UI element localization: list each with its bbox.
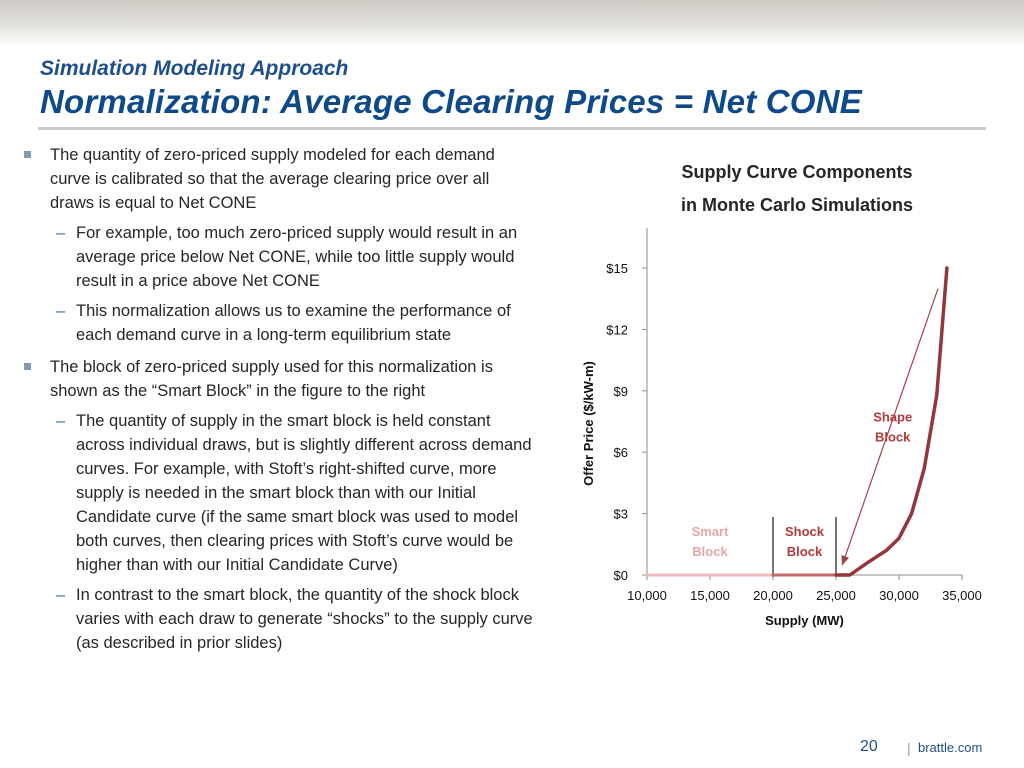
annotation-label: Block — [692, 544, 728, 559]
dash-bullet-icon: – — [56, 224, 66, 242]
x-tick-label: 25,000 — [816, 588, 856, 603]
bullet-text: The quantity of zero-priced supply model… — [50, 146, 495, 212]
sub-bullet-item: – For example, too much zero-priced supp… — [24, 221, 536, 293]
footer-brand: brattle.com — [918, 740, 983, 755]
supply-curve-chart: Supply Curve Components in Monte Carlo S… — [560, 150, 1010, 640]
chart-title-line2: in Monte Carlo Simulations — [680, 195, 913, 215]
annotation-label: Shock — [785, 524, 825, 539]
y-tick-label: $12 — [606, 322, 628, 337]
sub-bullet-text: This normalization allows us to examine … — [76, 302, 511, 344]
chart-title-line1: Supply Curve Components — [681, 162, 913, 182]
footer-separator: | — [907, 740, 911, 756]
sub-bullet-item: – In contrast to the smart block, the qu… — [24, 583, 536, 655]
title-divider — [38, 127, 986, 130]
x-tick-label: 15,000 — [690, 588, 730, 603]
dash-bullet-icon: – — [56, 412, 66, 430]
shape-block-arrow — [841, 288, 939, 566]
y-tick-label: $0 — [614, 568, 628, 583]
square-bullet-icon — [24, 151, 31, 158]
y-tick-label: $9 — [614, 384, 628, 399]
series-line-shape-block — [834, 266, 949, 577]
x-tick-label: 20,000 — [753, 588, 793, 603]
sub-bullet-text: For example, too much zero-priced supply… — [76, 224, 518, 290]
dash-bullet-icon: – — [56, 586, 66, 604]
dash-bullet-icon: – — [56, 302, 66, 320]
bullet-text: The block of zero-priced supply used for… — [50, 358, 493, 400]
page-number: 20 — [860, 738, 878, 755]
y-axis-title: Offer Price ($/kW-m) — [581, 361, 596, 486]
y-tick-label: $15 — [606, 261, 628, 276]
chart-plot: $0 $3 $6 $9 $12 $15 10,000 15,000 20,000 25,000 30… — [581, 228, 982, 628]
x-axis-title: Supply (MW) — [765, 613, 844, 628]
annotation-label: Smart — [692, 524, 730, 539]
sub-bullet-item: – The quantity of supply in the smart bl… — [24, 409, 536, 577]
bullet-list: The quantity of zero-priced supply model… — [24, 143, 536, 661]
sub-bullet-text: The quantity of supply in the smart bloc… — [76, 412, 532, 574]
annotation-label: Block — [787, 544, 823, 559]
header-band — [0, 0, 1024, 46]
annotation-label: Shape — [873, 410, 912, 425]
annotation-label: Block — [875, 430, 911, 445]
x-tick-label: 30,000 — [879, 588, 919, 603]
x-tick-label: 10,000 — [627, 588, 667, 603]
y-tick-label: $6 — [614, 445, 628, 460]
x-tick-label: 35,000 — [942, 588, 982, 603]
sub-bullet-item: – This normalization allows us to examin… — [24, 299, 536, 347]
bullet-item: The quantity of zero-priced supply model… — [24, 143, 536, 215]
slide-title: Normalization: Average Clearing Prices =… — [40, 83, 862, 120]
slide-subtitle: Simulation Modeling Approach — [40, 57, 349, 80]
bullet-item: The block of zero-priced supply used for… — [24, 355, 536, 403]
square-bullet-icon — [24, 363, 31, 370]
y-tick-label: $3 — [614, 507, 628, 522]
sub-bullet-text: In contrast to the smart block, the quan… — [76, 586, 533, 652]
